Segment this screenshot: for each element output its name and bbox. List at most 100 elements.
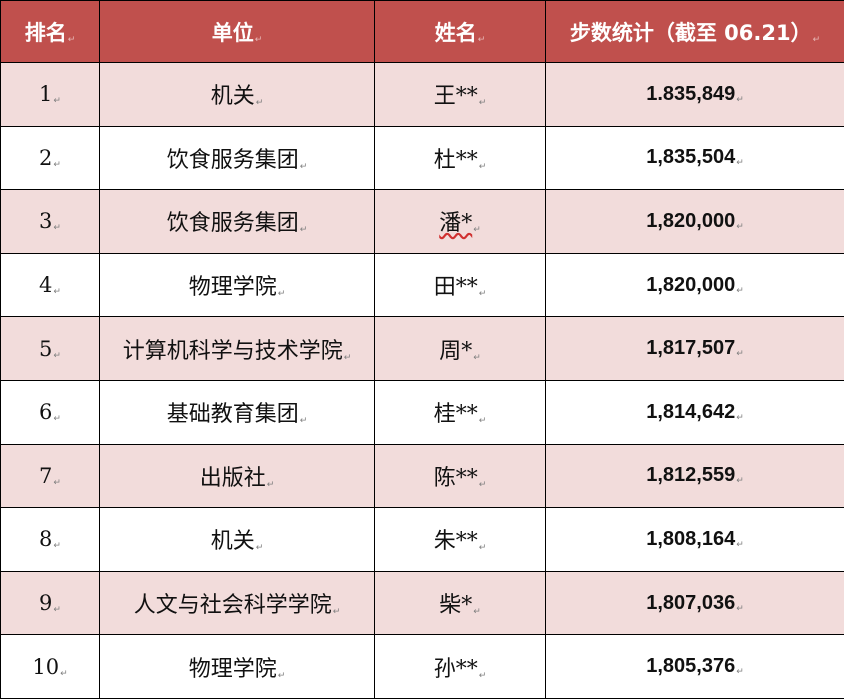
header-row: 排名↵ 单位↵ 姓名↵ 步数统计（截至 06.21）↵	[1, 1, 844, 63]
paragraph-mark-icon: ↵	[736, 540, 744, 550]
paragraph-mark-icon: ↵	[300, 225, 308, 235]
paragraph-mark-icon: ↵	[53, 414, 61, 424]
unit-cell: 饮食服务集团↵	[100, 126, 375, 190]
rank-cell: 5↵	[1, 317, 100, 381]
table-row: 7↵ 出版社↵ 陈**↵ 1,812,559↵	[1, 444, 844, 508]
table-row: 8↵ 机关↵ 朱**↵ 1,808,164↵	[1, 508, 844, 572]
paragraph-mark-icon: ↵	[736, 476, 744, 486]
table-row: 10↵ 物理学院↵ 孙**↵ 1,805,376↵	[1, 635, 844, 699]
paragraph-mark-icon: ↵	[53, 287, 61, 297]
paragraph-mark-icon: ↵	[479, 480, 487, 490]
paragraph-mark-icon: ↵	[478, 35, 486, 45]
steps-cell: 1,820,000↵	[546, 190, 844, 254]
header-unit: 单位↵	[100, 1, 375, 63]
paragraph-mark-icon: ↵	[479, 671, 487, 681]
paragraph-mark-icon: ↵	[736, 95, 744, 105]
table-row: 2↵ 饮食服务集团↵ 杜**↵ 1,835,504↵	[1, 126, 844, 190]
rank-cell: 2↵	[1, 126, 100, 190]
table-row: 9↵ 人文与社会科学学院↵ 柴*↵ 1,807,036↵	[1, 571, 844, 635]
table-row: 1↵ 机关↵ 王**↵ 1.835,849↵	[1, 63, 844, 127]
unit-cell: 物理学院↵	[100, 635, 375, 699]
rank-cell: 4↵	[1, 253, 100, 317]
rank-cell: 6↵	[1, 380, 100, 444]
name-cell: 田**↵	[375, 253, 546, 317]
name-cell: 朱**↵	[375, 508, 546, 572]
unit-cell: 机关↵	[100, 63, 375, 127]
table-row: 3↵ 饮食服务集团↵ 潘*↵ 1,820,000↵	[1, 190, 844, 254]
rank-cell: 1↵	[1, 63, 100, 127]
paragraph-mark-icon: ↵	[333, 607, 341, 617]
rank-cell: 3↵	[1, 190, 100, 254]
paragraph-mark-icon: ↵	[473, 353, 481, 363]
name-cell: 杜**↵	[375, 126, 546, 190]
steps-cell: 1,820,000↵	[546, 253, 844, 317]
unit-cell: 饮食服务集团↵	[100, 190, 375, 254]
paragraph-mark-icon: ↵	[736, 158, 744, 168]
steps-cell: 1,807,036↵	[546, 571, 844, 635]
paragraph-mark-icon: ↵	[473, 607, 481, 617]
paragraph-mark-icon: ↵	[278, 671, 286, 681]
paragraph-mark-icon: ↵	[255, 35, 263, 45]
paragraph-mark-icon: ↵	[53, 478, 61, 488]
rank-cell: 8↵	[1, 508, 100, 572]
paragraph-mark-icon: ↵	[473, 225, 481, 235]
paragraph-mark-icon: ↵	[300, 162, 308, 172]
steps-cell: 1,808,164↵	[546, 508, 844, 572]
rank-cell: 9↵	[1, 571, 100, 635]
paragraph-mark-icon: ↵	[344, 353, 352, 363]
paragraph-mark-icon: ↵	[736, 286, 744, 296]
paragraph-mark-icon: ↵	[53, 541, 61, 551]
paragraph-mark-icon: ↵	[53, 605, 61, 615]
unit-cell: 出版社↵	[100, 444, 375, 508]
name-cell: 柴*↵	[375, 571, 546, 635]
paragraph-mark-icon: ↵	[53, 96, 61, 106]
unit-cell: 计算机科学与技术学院↵	[100, 317, 375, 381]
header-name: 姓名↵	[375, 1, 546, 63]
paragraph-mark-icon: ↵	[300, 416, 308, 426]
name-cell: 周*↵	[375, 317, 546, 381]
paragraph-mark-icon: ↵	[53, 223, 61, 233]
paragraph-mark-icon: ↵	[53, 160, 61, 170]
name-cell: 王**↵	[375, 63, 546, 127]
paragraph-mark-icon: ↵	[267, 480, 275, 490]
paragraph-mark-icon: ↵	[479, 162, 487, 172]
table-row: 4↵ 物理学院↵ 田**↵ 1,820,000↵	[1, 253, 844, 317]
name-cell: 孙**↵	[375, 635, 546, 699]
paragraph-mark-icon: ↵	[736, 413, 744, 423]
paragraph-mark-icon: ↵	[736, 604, 744, 614]
rank-cell: 10↵	[1, 635, 100, 699]
unit-cell: 机关↵	[100, 508, 375, 572]
paragraph-mark-icon: ↵	[736, 222, 744, 232]
paragraph-mark-icon: ↵	[278, 289, 286, 299]
rank-cell: 7↵	[1, 444, 100, 508]
steps-cell: 1.835,849↵	[546, 63, 844, 127]
paragraph-mark-icon: ↵	[68, 35, 76, 45]
paragraph-mark-icon: ↵	[736, 349, 744, 359]
paragraph-mark-icon: ↵	[479, 543, 487, 553]
table-row: 6↵ 基础教育集团↵ 桂**↵ 1,814,642↵	[1, 380, 844, 444]
paragraph-mark-icon: ↵	[479, 289, 487, 299]
paragraph-mark-icon: ↵	[479, 98, 487, 108]
header-steps: 步数统计（截至 06.21）↵	[546, 1, 844, 63]
steps-cell: 1,805,376↵	[546, 635, 844, 699]
name-cell: 陈**↵	[375, 444, 546, 508]
paragraph-mark-icon: ↵	[736, 667, 744, 677]
steps-cell: 1,817,507↵	[546, 317, 844, 381]
name-cell: 潘*↵	[375, 190, 546, 254]
header-rank: 排名↵	[1, 1, 100, 63]
name-cell: 桂**↵	[375, 380, 546, 444]
unit-cell: 基础教育集团↵	[100, 380, 375, 444]
paragraph-mark-icon: ↵	[53, 351, 61, 361]
steps-cell: 1,812,559↵	[546, 444, 844, 508]
table-row: 5↵ 计算机科学与技术学院↵ 周*↵ 1,817,507↵	[1, 317, 844, 381]
unit-cell: 物理学院↵	[100, 253, 375, 317]
unit-cell: 人文与社会科学学院↵	[100, 571, 375, 635]
steps-cell: 1,835,504↵	[546, 126, 844, 190]
paragraph-mark-icon: ↵	[256, 543, 264, 553]
paragraph-mark-icon: ↵	[479, 416, 487, 426]
paragraph-mark-icon: ↵	[256, 98, 264, 108]
paragraph-mark-icon: ↵	[813, 35, 821, 45]
steps-cell: 1,814,642↵	[546, 380, 844, 444]
paragraph-mark-icon: ↵	[60, 669, 68, 679]
